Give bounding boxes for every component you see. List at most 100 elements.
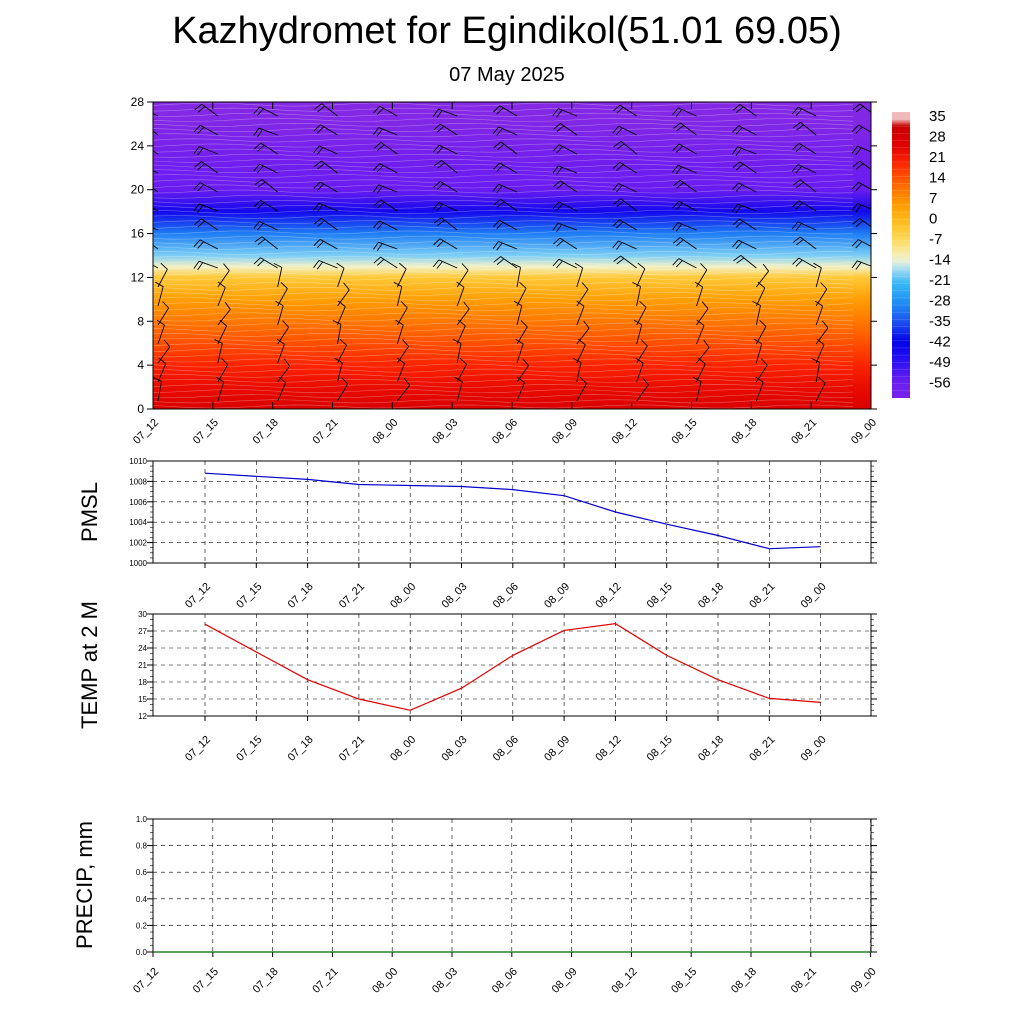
wind-barb-staff: [738, 125, 757, 136]
wind-barb-flag: [339, 338, 347, 346]
wind-barb-flag: [579, 376, 587, 384]
wind-barb-staff: [396, 346, 409, 364]
wind-barb-flag: [316, 204, 324, 213]
wind-barb-staff: [396, 324, 404, 345]
wind-barb-staff: [153, 130, 159, 136]
wind-barb-staff: [396, 307, 408, 326]
wind-barb-flag: [253, 200, 262, 207]
contour-line: [153, 343, 854, 347]
wind-barb-flag: [193, 260, 200, 269]
wind-barb-staff: [498, 126, 518, 136]
wind-barb-flag: [855, 106, 864, 113]
x-tick-label: 08_15: [645, 581, 675, 611]
wind-barb-flag: [257, 181, 266, 188]
wind-barb-flag: [796, 124, 804, 131]
wind-barb-staff: [378, 241, 398, 250]
wind-barb-flag: [193, 239, 201, 247]
x-tick-label: 07_21: [311, 417, 341, 447]
wind-barb-staff: [261, 236, 278, 250]
contour-line: [153, 358, 854, 363]
wind-barb-flag: [373, 241, 379, 250]
wind-barb-flag: [675, 260, 683, 268]
wind-barb-flag: [257, 238, 266, 245]
wind-barb-flag: [883, 283, 888, 290]
wind-barb-staff: [558, 144, 578, 155]
wind-barb-flag: [373, 256, 381, 264]
wind-barb-flag: [314, 160, 322, 167]
wind-barb-staff: [217, 287, 226, 307]
wind-barb-flag: [193, 203, 200, 212]
wind-barb-flag: [556, 239, 564, 247]
wind-barb-flag: [675, 202, 683, 211]
wind-barb-staff: [500, 141, 518, 155]
wind-barb-flag: [692, 376, 702, 382]
wind-barb-flag: [732, 218, 740, 226]
wind-barb-staff: [337, 267, 345, 288]
wind-barb-flag: [313, 181, 321, 189]
wind-barb-staff: [199, 203, 218, 212]
wind-barb-flag: [402, 339, 409, 347]
wind-barb-flag: [572, 357, 582, 363]
wind-barb-flag: [612, 162, 621, 169]
wind-barb-staff: [201, 218, 219, 231]
wind-barb-flag: [493, 141, 502, 148]
contour-line: [153, 158, 854, 163]
colorbar-label: -28: [929, 293, 951, 310]
wind-barb-flag: [193, 124, 201, 133]
wind-barb-flag: [253, 257, 261, 265]
contour-line: [153, 189, 854, 194]
wind-barb-staff: [620, 198, 637, 212]
wind-barb-flag: [332, 320, 342, 325]
wind-barb-flag: [280, 281, 288, 289]
wind-barb-staff: [576, 344, 586, 364]
wind-barb-flag: [553, 123, 561, 130]
wind-barb-flag: [316, 126, 325, 134]
wind-barb-flag: [553, 180, 561, 188]
wind-barb-flag: [317, 163, 325, 170]
wind-barb-flag: [556, 203, 563, 211]
contour-line: [153, 332, 853, 337]
wind-barb-staff: [859, 160, 871, 170]
wind-barb-flag: [672, 200, 680, 209]
wind-barb-staff: [618, 240, 637, 250]
wind-barb-staff: [157, 381, 162, 402]
wind-barb-staff: [498, 241, 518, 250]
wind-barb-staff: [619, 219, 637, 231]
wind-barb-flag: [791, 164, 799, 172]
colorbar-label: -7: [929, 231, 942, 248]
wind-barb-flag: [496, 164, 504, 172]
wind-barb-flag: [492, 162, 501, 170]
wind-barb-flag: [795, 223, 802, 231]
x-tick-label: 08_21: [789, 417, 819, 447]
contour-line: [153, 261, 854, 266]
x-tick-label: 08_18: [696, 581, 726, 611]
y-tick-label: 12: [138, 712, 147, 721]
wind-barb-flag: [813, 262, 822, 269]
wind-barb-staff: [558, 258, 578, 269]
wind-barb-flag: [138, 109, 144, 116]
contour-line: [153, 368, 854, 373]
wind-barb-staff: [798, 143, 817, 155]
contour-line: [153, 291, 854, 296]
wind-barb-flag: [552, 222, 559, 231]
wind-barb-flag: [343, 282, 350, 291]
wind-barb-flag: [515, 338, 524, 345]
wind-barb-flag: [639, 300, 647, 308]
wind-barb-flag: [616, 242, 623, 250]
wind-barb-flag: [403, 377, 410, 386]
x-tick-label: 07_12: [131, 966, 161, 996]
wind-barb-flag: [616, 164, 624, 172]
x-tick-label: 08_15: [669, 966, 699, 996]
wind-barb-staff: [259, 106, 278, 117]
wind-barb-flag: [313, 260, 320, 268]
wind-barb-staff: [379, 163, 398, 174]
wind-barb-flag: [276, 338, 285, 345]
wind-barb-staff: [815, 305, 824, 326]
wind-barb-staff: [859, 103, 871, 113]
series-line: [204, 472, 821, 550]
temp2m-panel: 12 15 18 21 24 27 30 07_12 07_15 07_18 07_21 08_00 0…: [77, 601, 877, 764]
wind-barb-staff: [636, 384, 649, 402]
wind-barb-flag: [676, 125, 684, 132]
colorbar-label: -42: [929, 334, 951, 351]
y-tick-label: 1008: [129, 477, 147, 486]
